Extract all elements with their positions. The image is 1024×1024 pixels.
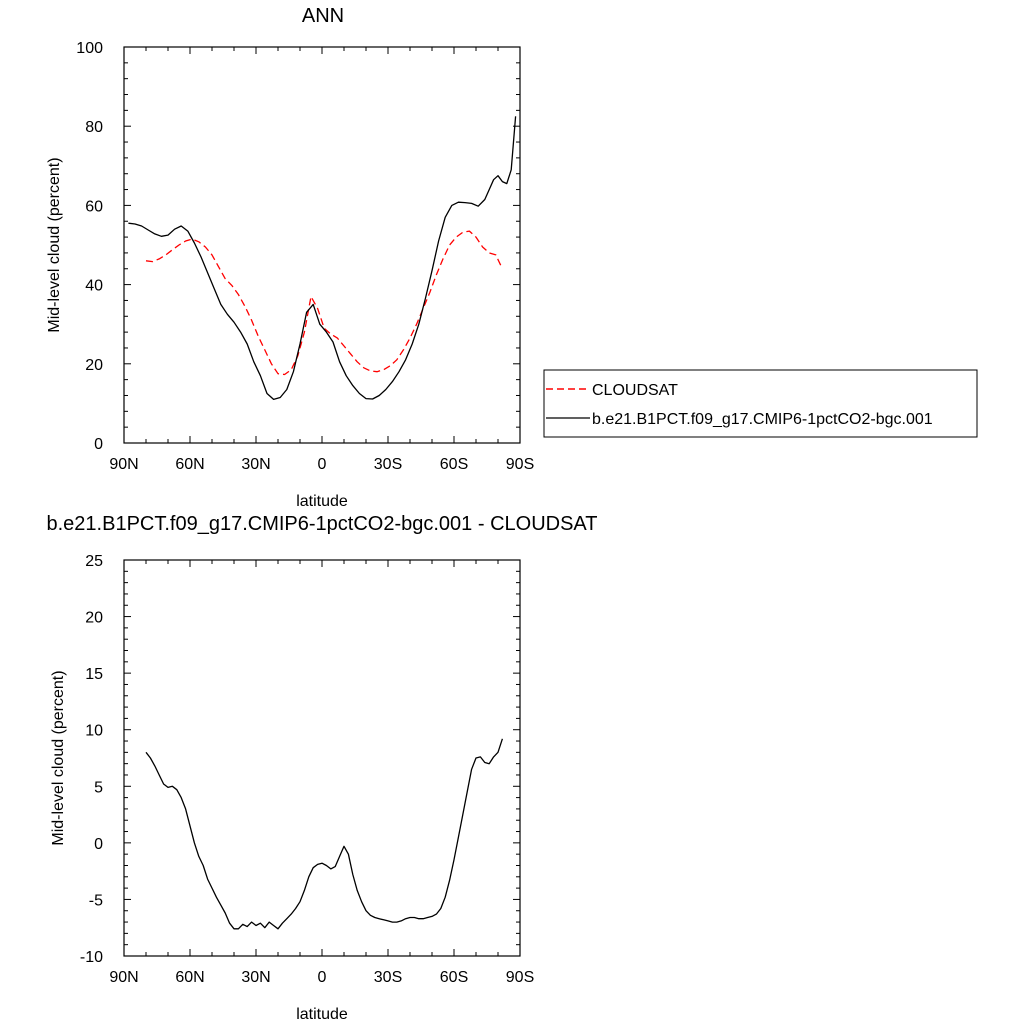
series-line-model — [128, 116, 517, 401]
y-tick-label: 60 — [85, 198, 103, 215]
y-axis-label: Mid-level cloud (percent) — [50, 670, 67, 845]
plot-frame — [123, 559, 521, 957]
difference-panel: b.e21.B1PCT.f09_g17.CMIP6-1pctCO2-bgc.00… — [47, 513, 598, 1023]
plot-marks: 90N 60N 30N 0 30S 60S 90S -10 -5 0 5 10 15 20 25 — [80, 553, 534, 986]
x-tick-label: 30S — [374, 456, 402, 473]
plot-frame — [123, 46, 521, 444]
x-tick-label: 90N — [109, 456, 138, 473]
y-tick-label: 15 — [85, 666, 103, 683]
panel-title: b.e21.B1PCT.f09_g17.CMIP6-1pctCO2-bgc.00… — [47, 513, 598, 535]
legend-label-model: b.e21.B1PCT.f09_g17.CMIP6-1pctCO2-bgc.00… — [592, 411, 933, 428]
x-tick-label: 90S — [506, 456, 534, 473]
series-line-model — [145, 738, 504, 930]
x-tick-label: 0 — [318, 969, 327, 986]
legend-label-cloudsat: CLOUDSAT — [592, 382, 678, 399]
y-tick-label: 20 — [85, 357, 103, 374]
y-axis-label: Mid-level cloud (percent) — [46, 157, 63, 332]
y-tick-label: 80 — [85, 119, 103, 136]
y-tick-label: 40 — [85, 278, 103, 295]
y-tick-label: -10 — [80, 949, 103, 966]
annual-mean-panel: ANN 90N 60N 30N 0 30S 60S 90S 0 20 40 60 80 100 lati… — [46, 5, 978, 510]
panel-title: ANN — [302, 5, 344, 27]
plot-marks: 90N 60N 30N 0 30S 60S 90S 0 20 40 60 80 100 — [76, 40, 534, 473]
x-tick-label: 60N — [175, 456, 204, 473]
x-tick-label: 30S — [374, 969, 402, 986]
x-axis-label: latitude — [296, 493, 348, 510]
y-tick-label: 0 — [94, 836, 103, 853]
x-tick-label: 60S — [440, 969, 468, 986]
x-tick-label: 60N — [175, 969, 204, 986]
x-tick-label: 90N — [109, 969, 138, 986]
y-tick-label: 20 — [85, 610, 103, 627]
x-tick-label: 0 — [318, 456, 327, 473]
x-tick-label: 30N — [241, 456, 270, 473]
y-tick-label: 100 — [76, 40, 103, 57]
legend-box — [543, 369, 978, 438]
y-tick-label: 10 — [85, 723, 103, 740]
x-axis-label: latitude — [296, 1006, 348, 1023]
y-tick-label: -5 — [89, 892, 103, 909]
x-tick-label: 90S — [506, 969, 534, 986]
y-tick-label: 0 — [94, 436, 103, 453]
legend: CLOUDSAT b.e21.B1PCT.f09_g17.CMIP6-1pctC… — [543, 369, 978, 438]
y-tick-label: 5 — [94, 779, 103, 796]
y-tick-label: 25 — [85, 553, 103, 570]
x-tick-label: 30N — [241, 969, 270, 986]
series-line-cloudsat — [145, 230, 503, 376]
x-tick-label: 60S — [440, 456, 468, 473]
